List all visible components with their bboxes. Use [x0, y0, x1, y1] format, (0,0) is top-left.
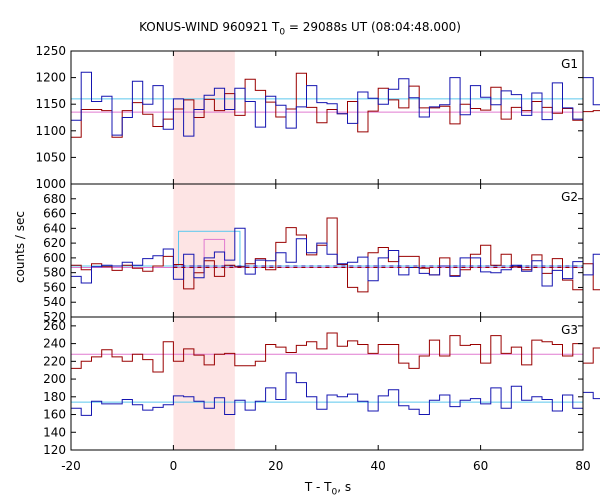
x-tick-label: -20	[61, 459, 81, 473]
x-tick-label: 40	[371, 459, 386, 473]
x-tick-label: 60	[473, 459, 488, 473]
g1-y-tick-label: 1250	[35, 44, 66, 58]
g3-y-tick-label: 160	[43, 408, 66, 422]
g2-y-tick-label: 520	[43, 310, 66, 324]
g1-y-tick-label: 1150	[35, 97, 66, 111]
y-axis-label: counts / sec	[13, 211, 27, 284]
g3-y-tick-label: 120	[43, 443, 66, 457]
g3-frame	[70, 316, 584, 451]
g1-y-tick-label: 1100	[35, 124, 66, 138]
g1-y-tick-label: 1200	[35, 71, 66, 85]
g3-y-tick-label: 220	[43, 354, 66, 368]
g2-y-tick-label: 600	[43, 251, 66, 265]
x-tick-label: 0	[170, 459, 178, 473]
g2-y-tick-label: 640	[43, 221, 66, 235]
g3-y-tick-label: 200	[43, 372, 66, 386]
xlabel-subscript: 0	[331, 487, 338, 498]
xlabel-prefix: T - T	[304, 480, 332, 494]
x-tick-label: 80	[575, 459, 590, 473]
g2-y-tick-label: 660	[43, 207, 66, 221]
g1-y-tick-label: 1050	[35, 150, 66, 164]
g2-panel-label: G2	[561, 190, 578, 204]
g3-y-tick-label: 240	[43, 337, 66, 351]
title-prefix: KONUS-WIND 960921 T	[139, 20, 280, 34]
g1-panel-label: G1	[561, 57, 578, 71]
g2-red-series	[71, 217, 600, 293]
title-suffix: = 29088s UT (08:04:48.000)	[285, 20, 461, 34]
g3-y-tick-label: 260	[43, 319, 66, 333]
g1-red-series	[71, 72, 600, 138]
g2-y-tick-label: 620	[43, 236, 66, 250]
xlabel-suffix: , s	[337, 480, 352, 494]
x-axis-label: T - T0, s	[0, 480, 600, 497]
g1-blue-series	[71, 71, 600, 137]
g1-y-tick-label: 1000	[35, 177, 66, 191]
x-tick-label: 20	[268, 459, 283, 473]
g2-y-tick-label: 680	[43, 192, 66, 206]
g3-y-tick-label: 140	[43, 425, 66, 439]
g3-panel-label: G3	[561, 323, 578, 337]
chart-title: KONUS-WIND 960921 T0 = 29088s UT (08:04:…	[0, 20, 600, 37]
g3-y-tick-label: 180	[43, 390, 66, 404]
g2-blue-series	[71, 227, 600, 287]
g2-y-tick-label: 540	[43, 295, 66, 309]
g3-blue-series	[71, 372, 600, 416]
g3-red-series	[71, 332, 600, 373]
g2-y-tick-label: 580	[43, 266, 66, 280]
title-subscript: 0	[279, 27, 286, 38]
g2-y-tick-label: 560	[43, 280, 66, 294]
